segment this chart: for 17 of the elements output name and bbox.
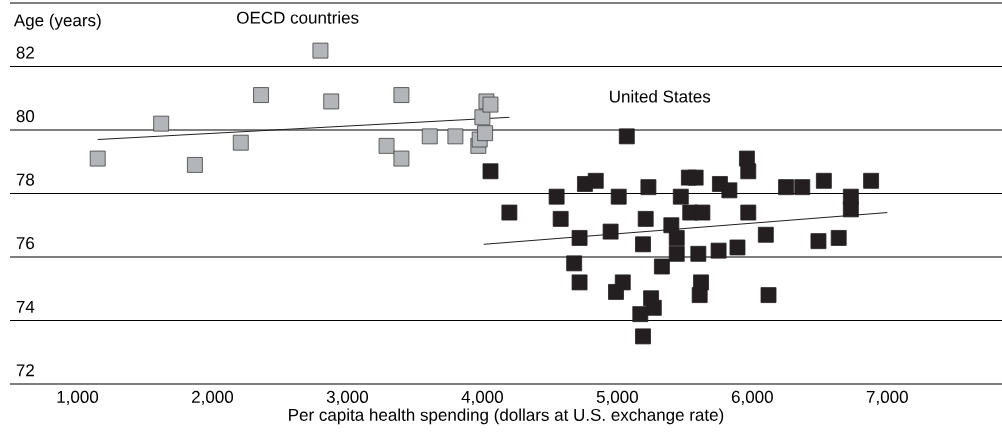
x-tick-label: 1,000 (57, 390, 99, 405)
x-tick-label: 7,000 (866, 390, 908, 405)
y-axis-title: Age (years) (13, 13, 101, 30)
x-tick-label: 6,000 (731, 390, 773, 405)
y-tick-label: 76 (16, 237, 35, 250)
x-tick-label: 5,000 (596, 390, 638, 405)
y-tick-label: 74 (16, 300, 35, 313)
y-tick-label: 72 (16, 364, 34, 377)
y-tick-label: 80 (16, 110, 35, 123)
y-tick-label: 82 (16, 46, 34, 59)
x-tick-label: 4,000 (461, 390, 503, 405)
y-tick-label: 78 (16, 173, 35, 186)
series-label: United States (610, 90, 711, 103)
x-axis-title: Per capita health spending (dollars at U.S. exchange rate) (289, 408, 724, 425)
series-label: OECD countries (237, 11, 359, 24)
x-tick-label: 3,000 (326, 390, 369, 405)
x-tick-label: 2,000 (192, 390, 234, 405)
